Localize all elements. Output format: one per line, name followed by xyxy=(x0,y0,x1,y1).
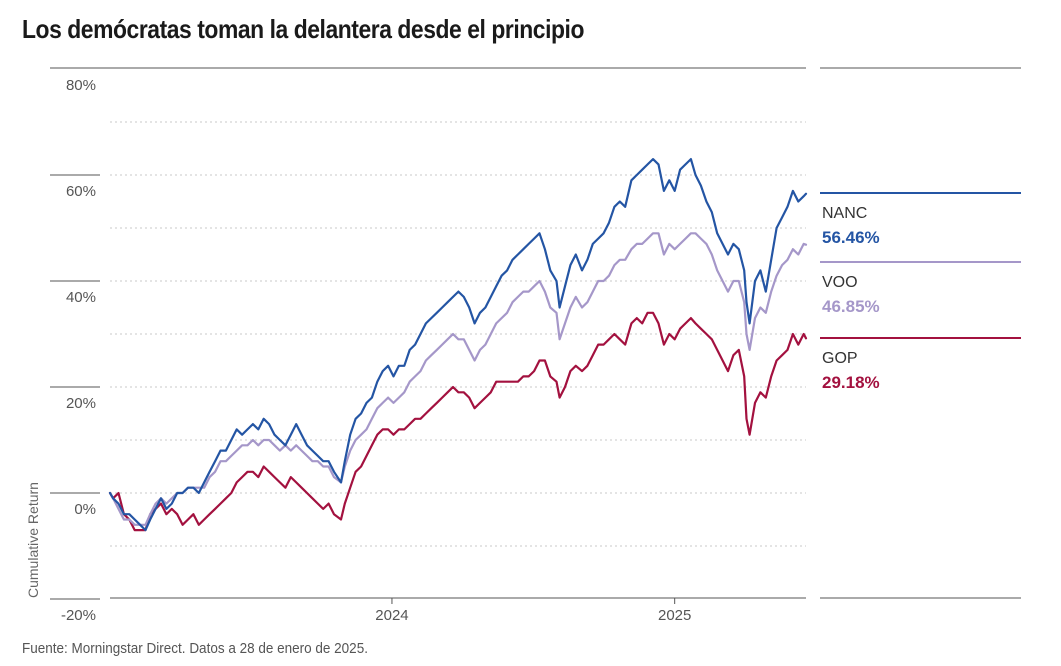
grid-lines xyxy=(50,67,1021,599)
y-tick-label: 20% xyxy=(66,395,96,412)
series-lines xyxy=(108,158,808,532)
legend-value-voo: 46.85% xyxy=(822,297,880,316)
legend-name-gop: GOP xyxy=(822,350,858,367)
legend-name-nanc: NANC xyxy=(822,205,867,222)
y-tick-label: -20% xyxy=(61,607,96,624)
legend: NANC 56.46% VOO 46.85% GOP 29.18% xyxy=(820,192,1021,392)
source-note: Fuente: Morningstar Direct. Datos a 28 d… xyxy=(22,640,368,657)
line-chart: -20% 0% 20% 40% 60% 80% 2024 2025 NANC 56.46% VO… xyxy=(25,67,1021,624)
series-line-nanc xyxy=(108,158,808,532)
x-tick-label: 2025 xyxy=(658,607,691,624)
legend-name-voo: VOO xyxy=(822,274,858,291)
series-line-gop xyxy=(108,311,808,532)
x-tick-label: 2024 xyxy=(375,607,408,624)
series-line-voo xyxy=(108,232,808,526)
y-axis-ticks: -20% 0% 20% 40% 60% 80% xyxy=(50,77,100,624)
chart-title: Los demócratas toman la delantera desde … xyxy=(22,14,585,44)
y-tick-label: 40% xyxy=(66,289,96,306)
y-tick-label: 80% xyxy=(66,77,96,94)
y-tick-label: 60% xyxy=(66,183,96,200)
x-axis-ticks: 2024 2025 xyxy=(375,598,691,624)
y-axis-label: Cumulative Return xyxy=(25,482,41,598)
y-tick-label: 0% xyxy=(74,501,96,518)
legend-value-nanc: 56.46% xyxy=(822,228,880,247)
legend-value-gop: 29.18% xyxy=(822,373,880,392)
